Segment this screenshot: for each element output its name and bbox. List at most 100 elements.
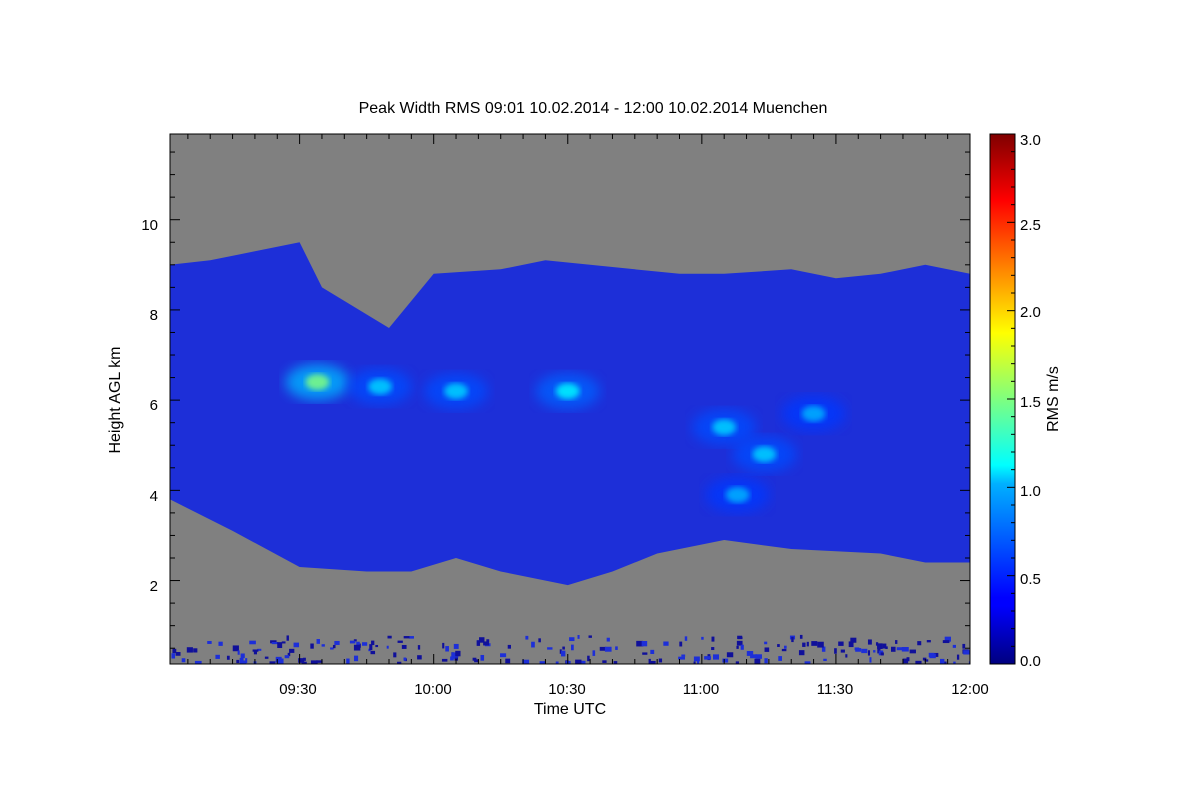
y-tick-label: 6 — [150, 397, 158, 414]
clutter-speck — [193, 648, 198, 653]
clutter-speck — [615, 646, 618, 650]
y-tick-label: 2 — [150, 578, 158, 595]
clutter-speck — [353, 644, 361, 651]
x-tick-label: 11:30 — [817, 681, 853, 698]
clutter-speck — [928, 652, 935, 658]
clutter-speck — [895, 640, 898, 644]
y-tick-label: 8 — [150, 307, 158, 324]
clutter-speck — [486, 639, 490, 643]
rms-feature — [368, 378, 393, 395]
clutter-speck — [397, 661, 402, 664]
clutter-speck — [885, 646, 888, 650]
rms-feature — [801, 405, 826, 422]
clutter-speck — [942, 661, 947, 664]
clutter-speck — [171, 653, 176, 659]
clutter-speck — [711, 647, 715, 651]
clutter-speck — [454, 655, 459, 661]
clutter-speck — [417, 645, 421, 650]
clutter-speck — [369, 644, 373, 651]
clutter-speck — [316, 639, 320, 644]
clutter-speck — [472, 657, 477, 661]
clutter-speck — [474, 659, 479, 663]
clutter-speck — [799, 634, 803, 639]
colorbar-tick-label: 3.0 — [1020, 132, 1041, 149]
clutter-speck — [944, 636, 951, 642]
clutter-speck — [559, 649, 562, 654]
clutter-speck — [218, 641, 223, 646]
clutter-speck — [172, 648, 177, 654]
clutter-speck — [349, 640, 356, 644]
rms-feature — [752, 446, 777, 463]
clutter-speck — [736, 640, 743, 646]
clutter-speck — [194, 660, 202, 664]
clutter-speck — [252, 649, 259, 652]
cloud-echo-region — [170, 242, 970, 586]
clutter-speck — [264, 656, 269, 659]
clutter-speck — [917, 641, 922, 646]
clutter-speck — [642, 652, 648, 655]
clutter-speck — [802, 642, 806, 647]
clutter-speck — [245, 658, 248, 664]
colorbar-tick-label: 0.0 — [1020, 653, 1041, 670]
clutter-speck — [249, 640, 256, 645]
clutter-speck — [401, 644, 407, 649]
clutter-speck — [740, 644, 744, 650]
clutter-speck — [403, 636, 410, 639]
clutter-speck — [186, 647, 193, 653]
clutter-speck — [455, 650, 461, 657]
clutter-speck — [239, 657, 244, 664]
clutter-speck — [232, 645, 239, 652]
clutter-speck — [330, 647, 334, 650]
clutter-speck — [606, 637, 610, 642]
clutter-speck — [571, 644, 574, 651]
clutter-speck — [270, 640, 277, 644]
clutter-speck — [735, 661, 739, 664]
clutter-speck — [539, 661, 546, 664]
clutter-speck — [370, 650, 376, 655]
clutter-speck — [804, 661, 811, 664]
clutter-speck — [877, 643, 883, 650]
colorbar: 0.0 0.5 1.0 1.5 2.0 2.5 3.0 RMS m/s — [989, 132, 1062, 670]
clutter-speck — [353, 639, 357, 642]
clutter-speck — [175, 652, 181, 656]
clutter-speck — [926, 640, 931, 643]
clutter-speck — [880, 652, 884, 656]
clutter-speck — [650, 649, 655, 655]
y-axis-title: Height AGL km — [107, 346, 124, 453]
clutter-speck — [575, 659, 582, 664]
clutter-speck — [922, 657, 927, 661]
clutter-speck — [479, 637, 485, 643]
colorbar-title: RMS m/s — [1045, 366, 1062, 432]
clutter-speck — [277, 642, 283, 649]
clutter-speck — [806, 641, 809, 647]
clutter-speck — [310, 643, 314, 649]
colorbar-ticks — [1007, 151, 1015, 647]
clutter-speck — [678, 656, 685, 660]
rms-feature — [444, 383, 469, 400]
clutter-speck — [561, 650, 566, 657]
clutter-speck — [783, 645, 787, 649]
clutter-speck — [873, 650, 876, 653]
plot-area — [169, 133, 971, 665]
clutter-speck — [386, 645, 389, 649]
clutter-speck — [845, 654, 848, 658]
clutter-speck — [934, 652, 939, 657]
clutter-speck — [587, 655, 590, 662]
clutter-speck — [522, 659, 530, 664]
clutter-speck — [356, 641, 360, 648]
clutter-speck — [681, 654, 686, 657]
clutter-speck — [375, 644, 379, 648]
clutter-speck — [823, 658, 827, 662]
clutter-speck — [704, 656, 712, 660]
clutter-speck — [924, 659, 929, 662]
x-tick-label: 12:00 — [951, 681, 989, 698]
x-tick-label: 11:00 — [683, 681, 719, 698]
clutter-speck — [269, 661, 276, 664]
clutter-speck — [362, 642, 368, 646]
clutter-speck — [287, 652, 291, 657]
clutter-speck — [453, 643, 459, 649]
clutter-speck — [445, 646, 449, 652]
clutter-speck — [952, 644, 956, 648]
clutter-speck — [684, 636, 688, 641]
clutter-speck — [821, 646, 826, 652]
